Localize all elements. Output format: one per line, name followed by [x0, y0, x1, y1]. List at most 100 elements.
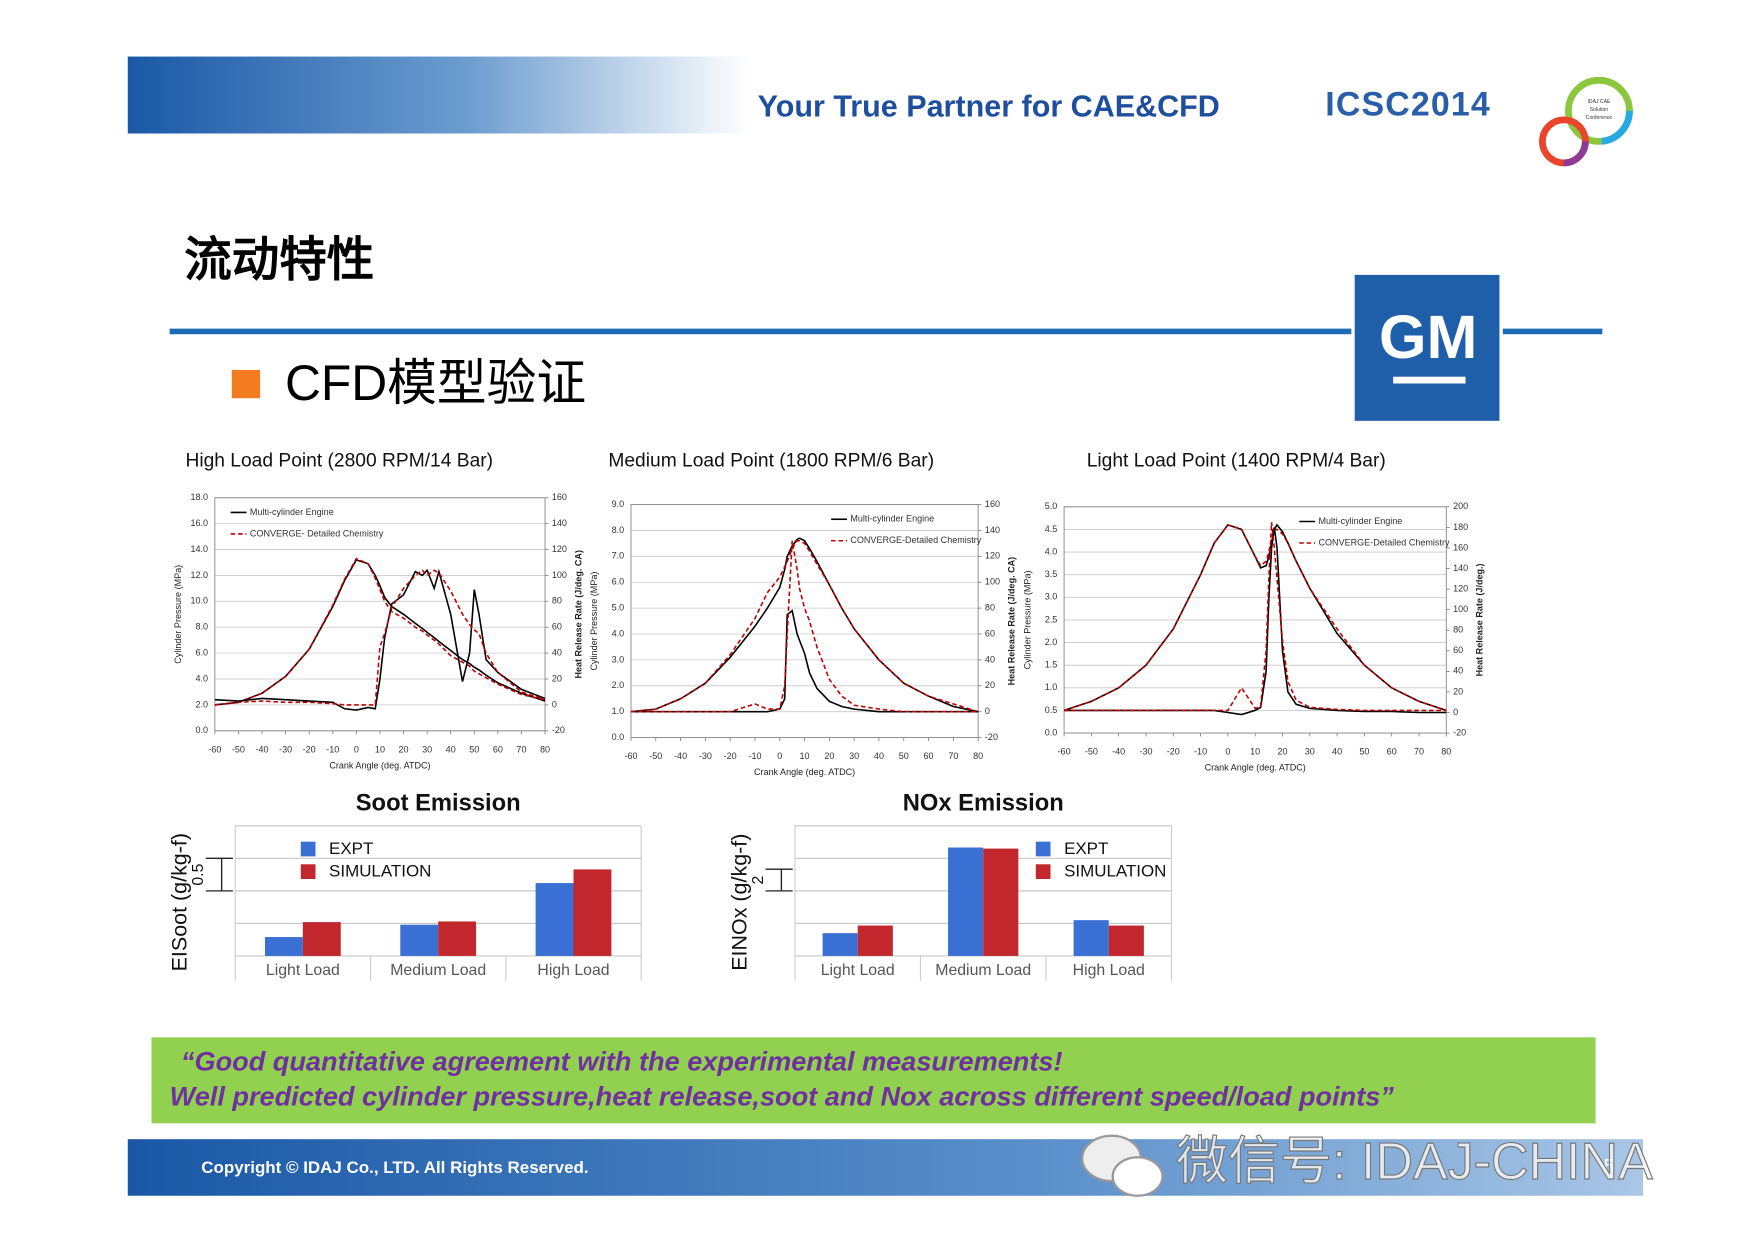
y-axis-title: Cylinder Pressure (MPa): [1022, 570, 1032, 669]
x-tick-label: 20: [399, 744, 409, 754]
x-tick-label: -10: [1194, 747, 1207, 757]
data-line: [1063, 523, 1447, 712]
y-tick-label: 2.0: [196, 699, 209, 709]
plot-frame: [1063, 506, 1447, 734]
y-axis-title: EINOx (g/kg-f): [727, 834, 751, 971]
y2-tick-label: 180: [1453, 522, 1468, 532]
y2-tick-label: 140: [1453, 563, 1468, 573]
y-tick-label: 8.0: [196, 622, 209, 632]
bar: [983, 848, 1019, 956]
x-tick-label: 10: [800, 751, 810, 761]
data-line: [1064, 527, 1447, 716]
y2-tick-label: 100: [1453, 604, 1468, 614]
y2-tick-label: 60: [1453, 645, 1463, 655]
conference: ICSC2014: [1325, 85, 1491, 123]
y-tick-label: 0.5: [1045, 705, 1058, 715]
legend-label: SIMULATION: [329, 862, 431, 881]
x-tick-label: -50: [1085, 747, 1098, 757]
y-tick-label: 7.0: [612, 551, 625, 561]
x-tick-label: 30: [849, 751, 859, 761]
x-tick-label: High Load: [1073, 962, 1145, 979]
legend-label: Multi-cylinder Engine: [1319, 516, 1403, 526]
y2-tick-label: 0: [552, 699, 557, 709]
x-tick-label: 0: [777, 751, 782, 761]
x-tick-label: 50: [469, 744, 479, 754]
bullet-text: CFD模型验证: [285, 355, 586, 411]
header-band: [127, 56, 750, 134]
y-tick-label: 18.0: [190, 492, 208, 502]
quote-line: “Good quantitative agreement with the ex…: [181, 1046, 1063, 1077]
y-tick-label: 0.0: [1045, 727, 1058, 737]
y2-tick-label: 40: [985, 654, 995, 664]
data-line: [630, 540, 979, 713]
x-tick-label: -40: [1112, 747, 1125, 757]
x-tick-label: 50: [899, 751, 909, 761]
plot-frame: [214, 497, 546, 732]
bar: [857, 925, 893, 956]
y2-tick-label: 200: [1453, 501, 1468, 511]
x-tick-label: 10: [375, 744, 385, 754]
x-tick-label: 40: [1332, 747, 1342, 757]
y-tick-label: 2.5: [1045, 614, 1058, 624]
y-tick-label: 12.0: [190, 570, 208, 580]
y2-tick-label: 100: [985, 577, 1000, 587]
x-axis-title: Crank Angle (deg. ATDC): [754, 767, 855, 777]
y2-tick-label: 20: [552, 673, 562, 683]
legend-swatch: [1035, 841, 1051, 857]
bar: [1108, 925, 1144, 956]
x-tick-label: 20: [1277, 747, 1287, 757]
y2-tick-label: 160: [552, 492, 567, 502]
y2-tick-label: 80: [552, 596, 562, 606]
x-tick-label: Medium Load: [390, 962, 486, 979]
data-line: [214, 568, 546, 711]
x-tick-label: Medium Load: [935, 962, 1031, 979]
y-tick-label: 6.0: [196, 648, 209, 658]
x-tick-label: 10: [1250, 747, 1260, 757]
x-tick-label: -50: [649, 751, 662, 761]
y2-tick-label: 160: [1453, 542, 1468, 552]
data-line: [1064, 522, 1447, 712]
y2-tick-label: 80: [1453, 625, 1463, 635]
chart-title: Soot Emission: [356, 790, 521, 817]
x-tick-label: -20: [1167, 747, 1180, 757]
bar: [948, 847, 984, 956]
legend-label: Multi-cylinder Engine: [250, 507, 334, 517]
y2-tick-label: 120: [985, 551, 1000, 561]
chart-title: High Load Point (2800 RPM/14 Bar): [185, 451, 493, 472]
quote-line: Well predicted cylinder pressure,heat re…: [170, 1081, 1395, 1112]
x-tick-label: 80: [1441, 747, 1451, 757]
logo-text: Solution: [1590, 107, 1609, 113]
bar: [438, 921, 477, 956]
bar: [535, 883, 574, 956]
y2-tick-label: 0: [985, 706, 990, 716]
legend-label: EXPT: [1064, 839, 1108, 858]
data-line: [630, 537, 979, 713]
y2-tick-label: 0: [1453, 707, 1458, 717]
y2-tick-label: 60: [985, 628, 995, 638]
x-tick-label: -50: [232, 744, 245, 754]
bar: [400, 924, 439, 956]
y2-tick-label: -20: [985, 732, 998, 742]
y-tick-label: 1.5: [1045, 660, 1058, 670]
y2-tick-label: 160: [985, 499, 1000, 509]
wechat-icon: [1081, 1134, 1164, 1197]
x-tick-label: 60: [1387, 747, 1397, 757]
x-tick-label: -60: [1058, 747, 1071, 757]
data-line: [214, 569, 546, 706]
x-tick-label: High Load: [537, 962, 609, 979]
scale-bar: [205, 857, 233, 892]
footer-band: [127, 1139, 1644, 1196]
data-line: [214, 558, 546, 706]
x-tick-label: 60: [493, 744, 503, 754]
x-tick-label: 70: [516, 744, 526, 754]
x-tick-label: -30: [1139, 747, 1152, 757]
y-tick-label: 1.0: [1045, 682, 1058, 692]
y-tick-label: 4.0: [612, 628, 625, 638]
icon-bubble: [1111, 1156, 1164, 1197]
y2-tick-label: 60: [552, 622, 562, 632]
bar: [1073, 920, 1109, 956]
legend-swatch: [300, 841, 316, 857]
x-tick-label: -20: [303, 744, 316, 754]
y-tick-label: 6.0: [612, 577, 625, 587]
gm-logo-text: GM: [1379, 303, 1477, 371]
